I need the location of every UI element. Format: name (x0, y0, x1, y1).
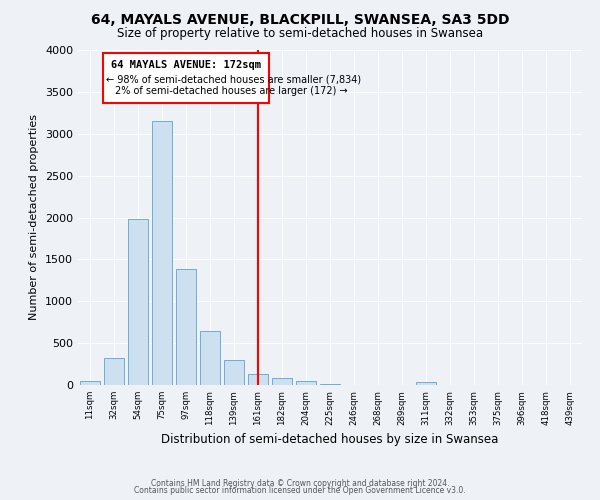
Bar (416, 382, 436, 385)
Bar (200, 332, 220, 385)
Text: 2% of semi-detached houses are larger (172) →: 2% of semi-detached houses are larger (1… (115, 86, 348, 96)
Y-axis label: Number of semi-detached properties: Number of semi-detached properties (29, 114, 40, 320)
Bar (224, 360, 244, 385)
Bar (152, 121, 172, 385)
Bar (320, 384, 340, 385)
Bar (296, 381, 316, 385)
Bar (248, 374, 268, 385)
Text: Contains HM Land Registry data © Crown copyright and database right 2024.: Contains HM Land Registry data © Crown c… (151, 478, 449, 488)
Text: Size of property relative to semi-detached houses in Swansea: Size of property relative to semi-detach… (117, 28, 483, 40)
Text: 64 MAYALS AVENUE: 172sqm: 64 MAYALS AVENUE: 172sqm (111, 60, 261, 70)
Bar (176, 268, 196, 385)
X-axis label: Distribution of semi-detached houses by size in Swansea: Distribution of semi-detached houses by … (161, 433, 499, 446)
Bar (80, 381, 100, 385)
Text: Contains public sector information licensed under the Open Government Licence v3: Contains public sector information licen… (134, 486, 466, 495)
Bar (104, 358, 124, 385)
Bar (272, 378, 292, 385)
FancyBboxPatch shape (103, 52, 269, 103)
Text: 64, MAYALS AVENUE, BLACKPILL, SWANSEA, SA3 5DD: 64, MAYALS AVENUE, BLACKPILL, SWANSEA, S… (91, 12, 509, 26)
Text: ← 98% of semi-detached houses are smaller (7,834): ← 98% of semi-detached houses are smalle… (106, 74, 361, 85)
Bar (128, 219, 148, 385)
